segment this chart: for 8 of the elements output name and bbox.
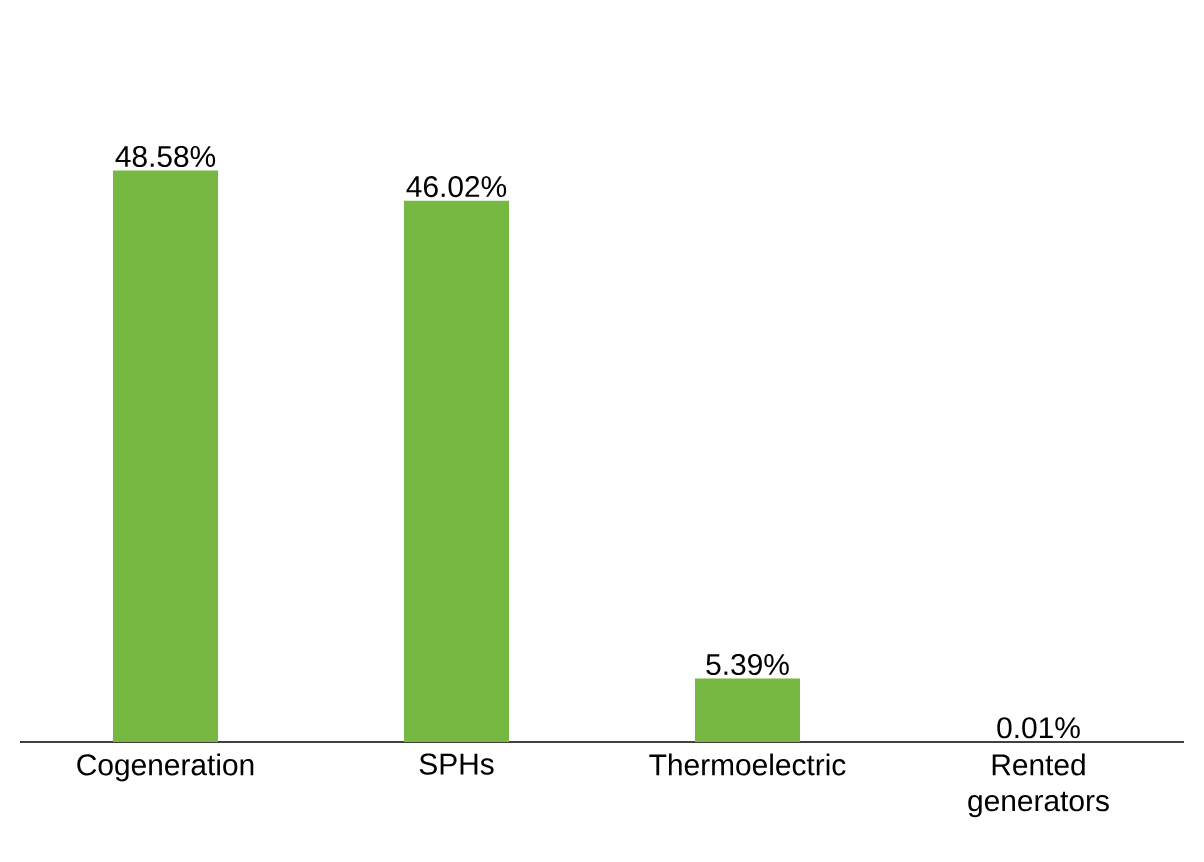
x-tick-label: Cogeneration [77,753,254,782]
data-label: 48.58% [115,145,216,168]
data-label: 46.02% [406,175,507,198]
data-label: 5.39% [706,653,789,676]
data-label: 0.01% [997,717,1080,739]
x-tick-label: Rented generators [968,753,1109,818]
x-tick-label: Thermoelectric [649,753,846,776]
x-tick-label: SPHs [419,753,494,775]
